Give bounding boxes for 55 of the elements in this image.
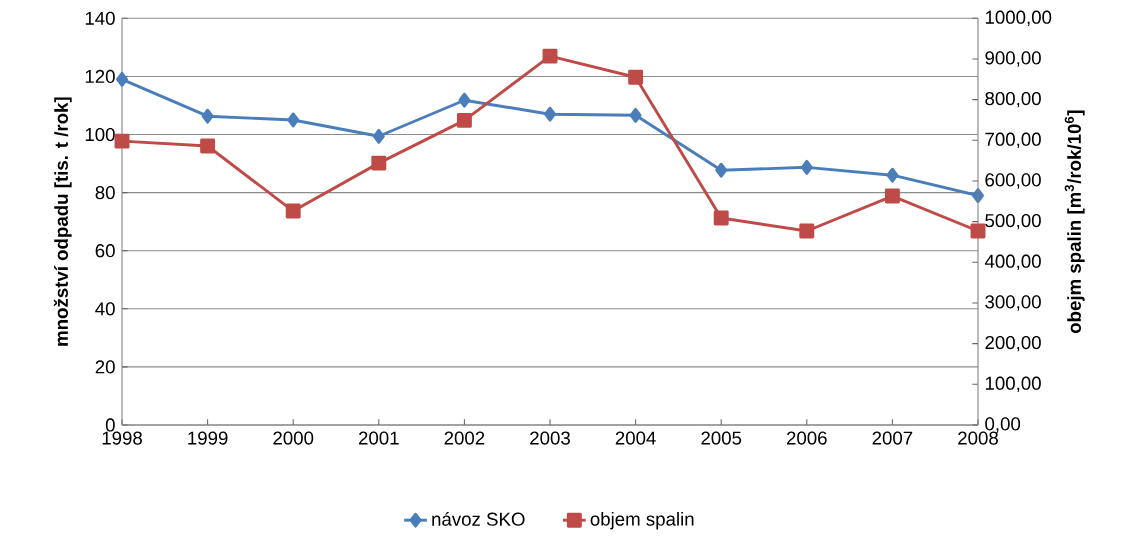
legend-label: objem spalin xyxy=(590,512,694,530)
x-tick-label: 2000 xyxy=(273,431,314,445)
y2-tick-label: 900,00 xyxy=(985,51,1041,67)
point xyxy=(970,223,986,239)
y-tick-label: 60 xyxy=(95,244,115,258)
y2-tick-label: 200,00 xyxy=(985,335,1041,352)
y2-axis-title: obejm spalin [m$^{3}$/rok/10$^{6}$] xyxy=(1064,110,1085,334)
y-tick-label: 40 xyxy=(95,302,115,316)
x-tick-label: 1999 xyxy=(188,431,228,445)
y-tick-label: 80 xyxy=(95,185,115,200)
point xyxy=(200,138,216,154)
y2-tick-label: 600,00 xyxy=(985,173,1041,189)
legend-label: návoz SKO xyxy=(432,511,525,526)
point xyxy=(544,106,556,122)
point xyxy=(371,155,387,171)
y-tick-label: 20 xyxy=(95,360,115,374)
point xyxy=(287,112,300,128)
point xyxy=(800,159,813,175)
x-tick-label: 2008 xyxy=(958,431,998,445)
point xyxy=(715,162,728,178)
x-tick-label: 2002 xyxy=(444,431,485,445)
y-axis-title: množství odpadu [tis. t /rok] xyxy=(53,97,72,346)
x-tick-label: 2005 xyxy=(701,431,742,445)
point xyxy=(542,48,558,64)
point xyxy=(116,71,128,87)
y-tick-label: 0 xyxy=(105,418,115,432)
x-tick-label: 2007 xyxy=(872,431,913,445)
point xyxy=(713,210,729,226)
y2-tick-label: 800,00 xyxy=(985,91,1041,108)
y2-tick-label: 300,00 xyxy=(985,295,1041,311)
y-tick-label: 140 xyxy=(85,11,115,25)
point xyxy=(456,112,472,128)
y-tick-label: 120 xyxy=(85,69,115,84)
x-tick-label: 2001 xyxy=(358,431,399,445)
x-tick-label: 2003 xyxy=(530,431,570,445)
x-tick-label: 2004 xyxy=(615,431,656,445)
point xyxy=(799,223,815,239)
y2-tick-label: 500,00 xyxy=(985,213,1041,230)
point xyxy=(458,92,471,108)
y2-tick-label: 100,00 xyxy=(985,376,1041,393)
y2-tick-label: 0,00 xyxy=(985,417,1021,433)
point xyxy=(201,108,214,124)
y2-tick-label: 700,00 xyxy=(985,132,1041,149)
point xyxy=(285,203,301,219)
point xyxy=(372,128,385,144)
x-tick-label: 2006 xyxy=(786,431,827,445)
point xyxy=(628,69,644,85)
point xyxy=(114,133,130,149)
y2-tick-label: 1000,00 xyxy=(985,10,1052,27)
y2-tick-label: 400,00 xyxy=(984,254,1041,271)
point xyxy=(884,188,900,204)
x-tick-label: 1998 xyxy=(102,431,142,445)
point xyxy=(886,167,899,183)
y-tick-label: 100 xyxy=(85,127,115,142)
point xyxy=(629,107,642,123)
